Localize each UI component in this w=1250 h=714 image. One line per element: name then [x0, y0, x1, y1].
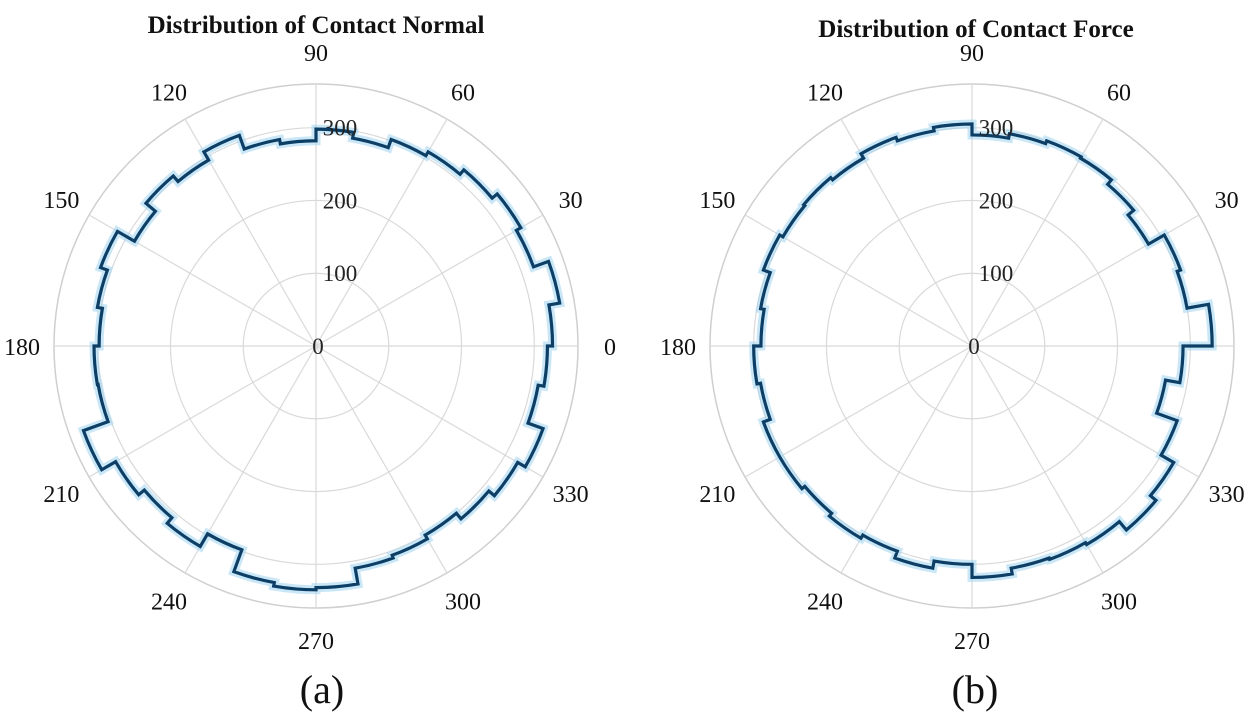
panel-caption: (b) — [952, 667, 999, 712]
angular-grid-spoke — [315, 345, 544, 478]
angle-tick-label: 0 — [604, 335, 616, 361]
histogram-outline — [752, 122, 1214, 580]
angle-tick-label: 150 — [43, 188, 79, 214]
angle-tick-label: 300 — [445, 590, 481, 616]
angle-tick-label: 60 — [1107, 80, 1131, 106]
angle-tick-label: 180 — [660, 335, 696, 361]
polar-chart-a: Distribution of Contact Normal 0 100 200 30… — [4, 12, 616, 712]
panel-caption: (a) — [300, 667, 344, 712]
histogram-outline-glow — [77, 124, 565, 595]
angle-tick-label: 90 — [304, 41, 328, 67]
angular-grid-spoke — [315, 214, 544, 347]
angle-tick-label: 210 — [699, 482, 735, 508]
radial-tick-label: 100 — [323, 261, 358, 286]
angle-tick-label: 270 — [954, 629, 990, 655]
angle-tick-label: 300 — [1101, 590, 1137, 616]
angle-tick-label: 60 — [451, 80, 475, 106]
radial-tick-label: 300 — [323, 116, 358, 141]
histogram-outline — [81, 127, 562, 592]
chart-title: Distribution of Contact Normal — [148, 12, 485, 39]
angle-tick-label: 210 — [43, 482, 79, 508]
angle-tick-label: 150 — [699, 188, 735, 214]
plot-area: 0 100 200 300 0 30 60 90 120 150 180 210 240 270 300 33… — [4, 41, 616, 655]
panel-a: Distribution of Contact Normal 0 100 200 30… — [4, 12, 616, 712]
angle-tick-label: 240 — [807, 590, 843, 616]
angle-tick-label: 180 — [4, 335, 40, 361]
angle-tick-label: 30 — [1215, 188, 1239, 214]
angle-tick-label: 330 — [553, 482, 589, 508]
radial-tick-label: 100 — [979, 261, 1014, 286]
chart-title: Distribution of Contact Force — [818, 16, 1133, 43]
angle-tick-label: 30 — [559, 188, 583, 214]
radial-tick-label: 0 — [312, 334, 324, 359]
angle-tick-label: 120 — [151, 80, 187, 106]
angular-grid-spoke — [971, 345, 1104, 574]
plot-area: 0100200300030609012015018021024027030033… — [660, 41, 1245, 655]
panel-b: Distribution of Contact Force 0 100 200 300… — [625, 0, 1250, 714]
angle-tick-label: 120 — [807, 80, 843, 106]
radial-tick-label: 200 — [979, 188, 1014, 213]
polar-chart-b: Distribution of Contact Force 0 100 200 300… — [660, 16, 1245, 712]
angle-tick-label: 240 — [151, 590, 187, 616]
radial-tick-label: 0 — [968, 334, 980, 359]
angular-grid-spoke — [88, 345, 317, 478]
angle-tick-label: 330 — [1209, 482, 1245, 508]
angle-tick-label: 270 — [298, 629, 334, 655]
radial-tick-label: 200 — [323, 188, 358, 213]
radial-tick-label: 300 — [979, 116, 1014, 141]
angle-tick-label: 90 — [960, 41, 984, 67]
